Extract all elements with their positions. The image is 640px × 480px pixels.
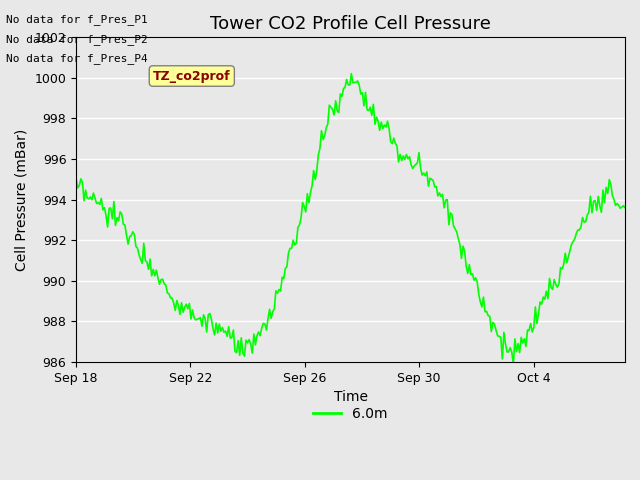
- Text: No data for f_Pres_P2: No data for f_Pres_P2: [6, 34, 148, 45]
- Title: Tower CO2 Profile Cell Pressure: Tower CO2 Profile Cell Pressure: [210, 15, 491, 33]
- Text: TZ_co2prof: TZ_co2prof: [153, 70, 230, 83]
- Text: No data for f_Pres_P4: No data for f_Pres_P4: [6, 53, 148, 64]
- Legend: 6.0m: 6.0m: [308, 401, 394, 426]
- Text: No data for f_Pres_P1: No data for f_Pres_P1: [6, 14, 148, 25]
- X-axis label: Time: Time: [333, 390, 367, 404]
- Y-axis label: Cell Pressure (mBar): Cell Pressure (mBar): [15, 129, 29, 271]
